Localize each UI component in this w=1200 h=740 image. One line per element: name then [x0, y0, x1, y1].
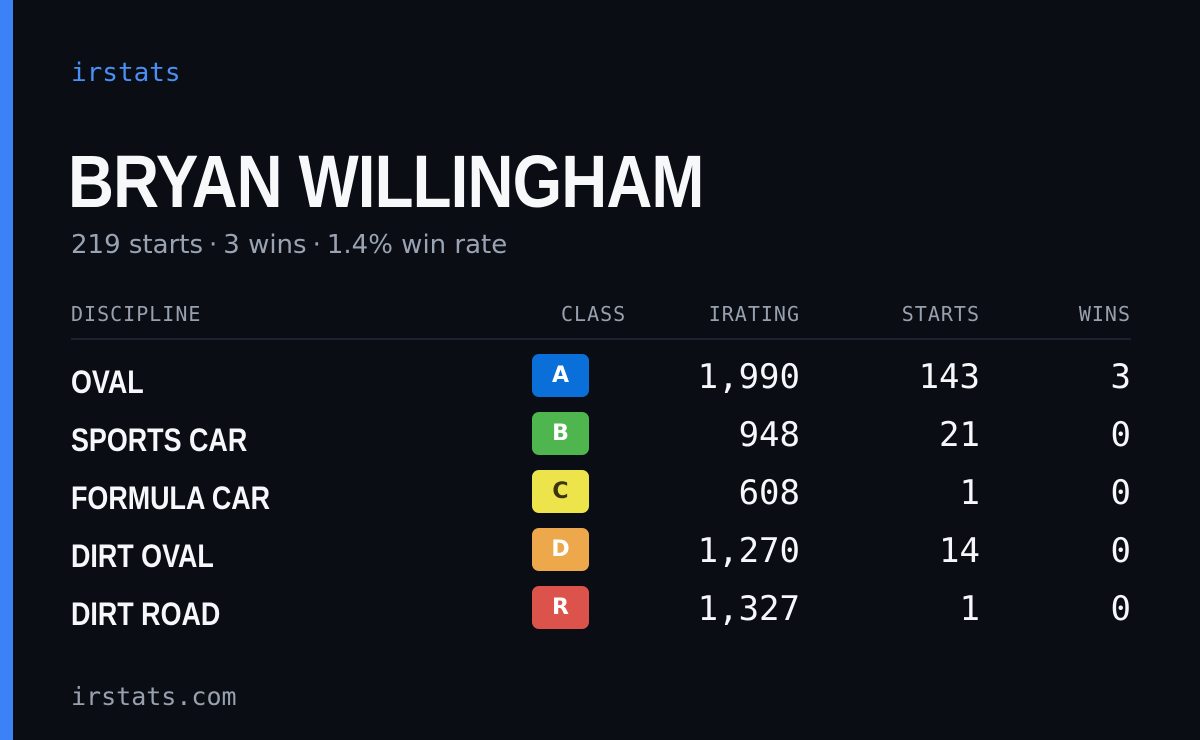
wins-summary: 3 wins — [223, 230, 307, 260]
header-starts: STARTS — [901, 302, 980, 326]
win-rate-summary: 1.4% win rate — [326, 230, 508, 260]
brand-logo-text[interactable]: irstats — [71, 58, 181, 88]
discipline-name: OVAL — [71, 364, 144, 400]
footer-url[interactable]: irstats.com — [71, 682, 237, 711]
irating-value: 948 — [738, 415, 800, 455]
discipline-name: DIRT ROAD — [71, 596, 221, 632]
wins-value: 0 — [1110, 473, 1131, 513]
license-class-badge: R — [532, 586, 589, 629]
discipline-name: FORMULA CAR — [71, 480, 271, 516]
wins-value: 3 — [1110, 357, 1131, 397]
irating-value: 1,270 — [697, 531, 800, 571]
summary-separator: · — [209, 230, 218, 260]
summary-separator: · — [312, 230, 321, 260]
stats-table-header: DISCIPLINE CLASS IRATING STARTS WINS — [71, 300, 1131, 340]
table-row: SPORTS CAR B 948 21 0 — [71, 412, 1131, 470]
driver-summary: 219 starts · 3 wins · 1.4% win rate — [71, 228, 507, 262]
header-class: CLASS — [561, 302, 627, 326]
wins-value: 0 — [1110, 415, 1131, 455]
header-discipline: DISCIPLINE — [71, 302, 202, 326]
starts-value: 14 — [939, 531, 980, 571]
table-row: OVAL A 1,990 143 3 — [71, 354, 1131, 412]
license-class-badge: B — [532, 412, 589, 455]
license-class-badge: D — [532, 528, 589, 571]
discipline-name: DIRT OVAL — [71, 538, 214, 574]
header-irating: IRATING — [708, 302, 800, 326]
irating-value: 608 — [738, 473, 800, 513]
starts-summary: 219 starts — [71, 230, 203, 260]
irating-value: 1,990 — [697, 357, 800, 397]
starts-value: 143 — [918, 357, 980, 397]
discipline-name: SPORTS CAR — [71, 422, 248, 458]
irating-value: 1,327 — [697, 589, 800, 629]
license-class-badge: C — [532, 470, 589, 513]
accent-bar — [0, 0, 13, 740]
license-class-badge: A — [532, 354, 589, 397]
wins-value: 0 — [1110, 589, 1131, 629]
wins-value: 0 — [1110, 531, 1131, 571]
driver-name: BRYAN WILLINGHAM — [68, 140, 704, 223]
table-row: DIRT OVAL D 1,270 14 0 — [71, 528, 1131, 586]
table-row: FORMULA CAR C 608 1 0 — [71, 470, 1131, 528]
starts-value: 21 — [939, 415, 980, 455]
table-row: DIRT ROAD R 1,327 1 0 — [71, 586, 1131, 644]
header-wins: WINS — [1078, 302, 1131, 326]
starts-value: 1 — [959, 589, 980, 629]
starts-value: 1 — [959, 473, 980, 513]
